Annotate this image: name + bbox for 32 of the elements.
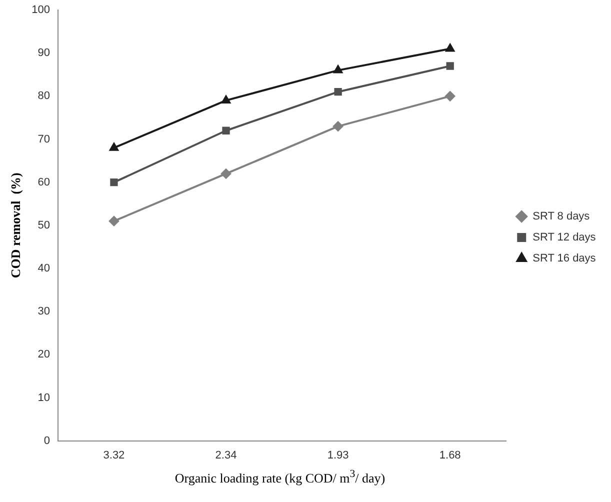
point — [110, 142, 118, 151]
y-tick-label: 90 — [38, 47, 50, 60]
point — [334, 65, 343, 74]
y-tick-label: 0 — [44, 434, 50, 447]
point — [446, 44, 455, 52]
y-tick-label: 50 — [38, 219, 50, 232]
point — [333, 121, 344, 132]
point — [334, 88, 342, 96]
point — [110, 178, 118, 186]
legend-label: SRT 8 days — [532, 210, 590, 223]
point — [222, 95, 230, 104]
y-tick-label: 70 — [38, 133, 50, 146]
point — [221, 168, 232, 179]
x-tick-label: 3.32 — [103, 449, 125, 462]
x-tick-label: 1.68 — [439, 449, 461, 462]
y-axis-title: COD removal (%) — [8, 172, 24, 278]
point — [445, 91, 456, 102]
x-tick-label: 2.34 — [215, 449, 237, 462]
y-tick-label: 60 — [38, 176, 50, 188]
y-tick-label: 30 — [38, 306, 50, 318]
y-tick-label: 40 — [38, 262, 50, 275]
legend-label: SRT 16 days — [532, 252, 596, 265]
y-tick-label: 80 — [38, 90, 50, 102]
x-axis-title: Organic loading rate (kg COD/ m$^{3}$/ day) — [174, 468, 386, 486]
y-tick-label: 100 — [32, 4, 50, 16]
x-tick-label: 1.93 — [327, 449, 349, 462]
point — [222, 126, 230, 134]
point — [108, 216, 119, 226]
y-tick-label: 10 — [38, 392, 50, 404]
legend-label: SRT 12 days — [532, 232, 596, 244]
y-tick-label: 20 — [38, 348, 50, 361]
point — [446, 62, 454, 70]
